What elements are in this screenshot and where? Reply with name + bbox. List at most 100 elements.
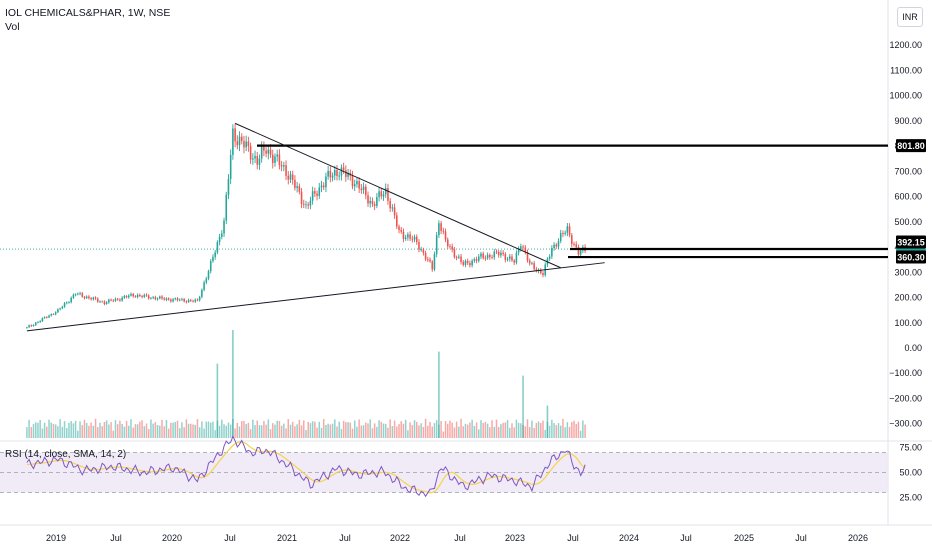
candle-body	[274, 156, 276, 163]
volume-bar	[548, 425, 551, 438]
volume-bar	[190, 423, 192, 438]
candle-body	[59, 308, 61, 310]
volume-bar	[50, 422, 53, 438]
volume-bar	[105, 420, 108, 438]
candle-body	[125, 296, 128, 298]
candle-body	[522, 246, 524, 248]
volume-spike	[522, 375, 524, 438]
trendline-descending[interactable]	[234, 122, 561, 269]
candle-body	[101, 301, 103, 303]
candle-body	[382, 194, 385, 197]
volume-bar	[322, 418, 325, 438]
volume-bar	[540, 422, 542, 438]
volume-bar	[238, 426, 241, 438]
candle-body	[236, 141, 239, 146]
candle-body	[533, 263, 535, 270]
volume-bar	[101, 426, 103, 438]
candle-body	[528, 260, 531, 264]
candle-body	[154, 297, 157, 300]
candle-body	[285, 165, 287, 176]
candle-body	[90, 298, 92, 300]
volume-bar	[181, 422, 183, 438]
volume-bar	[147, 429, 150, 438]
candle-body	[291, 174, 294, 180]
candle-body	[158, 296, 161, 299]
candle-body	[500, 252, 502, 256]
candle-body	[296, 186, 298, 188]
currency-button[interactable]: INR	[897, 7, 923, 27]
rsi-axis-label: 50.00	[899, 468, 922, 478]
candle-body	[123, 296, 126, 298]
candle-body	[32, 325, 35, 326]
candle-body	[559, 233, 562, 242]
volume-bar	[90, 422, 92, 438]
candle-body	[234, 128, 236, 142]
candle-body	[471, 260, 473, 266]
volume-bar	[500, 424, 502, 438]
candle-body	[484, 258, 487, 259]
volume-bar	[447, 423, 449, 438]
candle-body	[422, 249, 425, 253]
volume-bar	[369, 419, 371, 438]
volume-bar	[475, 422, 478, 438]
volume-bar	[307, 421, 309, 438]
candle-body	[79, 293, 81, 295]
candle-body	[404, 237, 407, 239]
candle-body	[205, 278, 208, 283]
volume-bar	[311, 421, 314, 438]
candle-body	[464, 260, 467, 265]
candle-body	[245, 141, 247, 148]
candle-body	[513, 260, 516, 263]
trendline-ascending[interactable]	[26, 262, 605, 332]
volume-bar	[272, 423, 274, 438]
volume-bar	[316, 427, 318, 438]
candle-body	[307, 204, 310, 206]
candle-body	[396, 215, 398, 227]
candle-body	[453, 249, 456, 258]
candle-body	[362, 186, 365, 191]
volume-bar	[334, 419, 336, 438]
volume-bar	[353, 420, 356, 438]
candle-body	[389, 200, 391, 209]
volume-spike	[232, 330, 234, 438]
candle-body	[172, 299, 174, 302]
volume-bar	[52, 423, 55, 438]
volume-bar	[114, 420, 117, 438]
candle-body	[227, 178, 230, 195]
candle-body	[243, 140, 245, 148]
candle-body	[61, 306, 64, 309]
volume-spike	[216, 363, 219, 438]
candle-body	[347, 172, 349, 177]
candle-body	[435, 235, 438, 255]
volume-bar	[427, 425, 429, 438]
price-axis-label: 200.00	[894, 293, 922, 303]
time-axis-label: Jul	[454, 533, 466, 543]
volume-bar	[455, 421, 458, 438]
volume-bar	[511, 423, 513, 438]
time-axis-label: 2026	[848, 533, 868, 543]
price-axis-label: 300.00	[894, 267, 922, 277]
candle-body	[68, 302, 70, 303]
candle-body	[161, 296, 163, 299]
volume-bar	[515, 419, 518, 438]
candle-body	[229, 154, 232, 179]
volume-bar	[553, 423, 555, 438]
candle-body	[254, 156, 256, 159]
candle-body	[515, 252, 518, 263]
candle-body	[187, 299, 190, 303]
candle-body	[407, 234, 409, 238]
volume-bar	[247, 422, 250, 438]
volume-bar	[198, 427, 201, 438]
volume-bar	[43, 422, 46, 438]
candle-body	[489, 254, 491, 258]
price-axis-label: 900.00	[894, 116, 922, 126]
volume-bar	[460, 418, 462, 438]
volume-bar	[249, 429, 252, 438]
candle-body	[88, 296, 90, 299]
candle-body	[573, 244, 575, 245]
volume-bar	[161, 419, 163, 438]
volume-bar	[172, 422, 174, 438]
candle-body	[52, 314, 55, 315]
candle-body	[289, 174, 292, 180]
